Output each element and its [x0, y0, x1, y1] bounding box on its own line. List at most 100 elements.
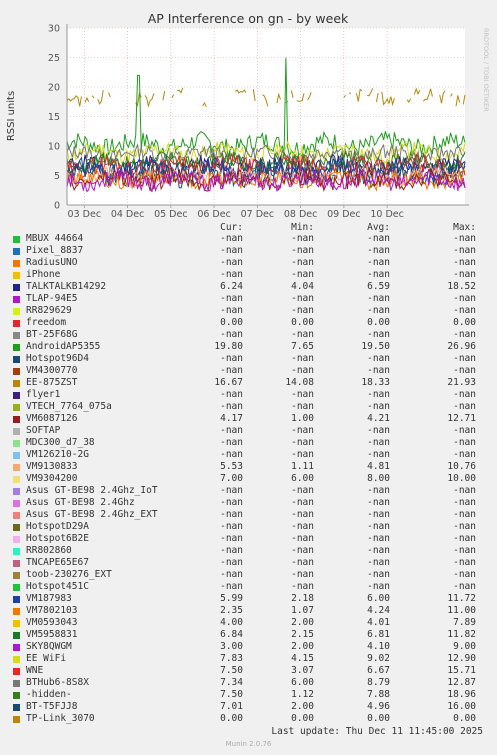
legend-cur: 6.24	[220, 281, 243, 292]
series-line-ee-875zst	[455, 95, 461, 107]
legend-max: -nan	[453, 437, 476, 448]
legend-name: Asus GT-BE98 2.4Ghz_IoT	[26, 485, 158, 496]
legend-min: -nan	[291, 329, 314, 340]
series-line-ee-875zst	[276, 92, 281, 104]
legend-name: AndroidAP5355	[26, 341, 101, 352]
legend-row: RR802860 -nan -nan -nan -nan	[0, 545, 497, 557]
legend-min: -nan	[291, 521, 314, 532]
legend-row: VM9304200 7.00 6.00 8.00 10.00	[0, 473, 497, 485]
legend-cur: 0.00	[220, 713, 243, 724]
legend-header-avg: Avg:	[367, 222, 390, 233]
legend-max: 10.00	[447, 473, 476, 484]
legend-avg: -nan	[367, 569, 390, 580]
x-tick-label: 05 Dec	[154, 209, 188, 220]
y-tick-label: 10	[48, 142, 60, 153]
legend-row: TLAP-94E5 -nan -nan -nan -nan	[0, 293, 497, 305]
legend-swatch	[13, 380, 20, 387]
legend-swatch	[13, 656, 20, 663]
legend-avg: 4.96	[367, 701, 390, 712]
legend-cur: -nan	[220, 521, 243, 532]
legend-max: 11.72	[447, 593, 476, 604]
legend-avg: -nan	[367, 545, 390, 556]
series-line-sky8qwgm	[66, 167, 466, 193]
legend-max: 26.96	[447, 341, 476, 352]
x-tick-label: 08 Dec	[284, 209, 318, 220]
legend-min: 6.00	[291, 473, 314, 484]
legend-name: iPhone	[26, 269, 61, 280]
x-tick-label: 06 Dec	[197, 209, 231, 220]
legend-name: Asus GT-BE98 2.4Ghz_EXT	[26, 509, 158, 520]
legend-min: -nan	[291, 389, 314, 400]
series-line-androidap5355	[66, 57, 466, 158]
legend-name: flyer1	[26, 389, 61, 400]
legend-max: -nan	[453, 425, 476, 436]
legend-swatch	[13, 608, 20, 615]
legend-name: MBUX 44664	[26, 233, 84, 244]
legend-name: TP-Link_3070	[26, 713, 95, 724]
legend-cur: 5.53	[220, 461, 243, 472]
legend-cur: -nan	[220, 569, 243, 580]
legend-name: VTECH_7764_075a	[26, 401, 112, 412]
legend-name: RadiusUNO	[26, 257, 78, 268]
legend-avg: -nan	[367, 497, 390, 508]
legend-cur: 3.00	[220, 641, 243, 652]
legend-name: EE WiFi	[26, 653, 67, 664]
legend-avg: -nan	[367, 521, 390, 532]
legend-name: Pixel_8837	[26, 245, 84, 256]
legend-swatch	[13, 368, 20, 375]
legend-max: 12.87	[447, 677, 476, 688]
legend-min: 0.00	[291, 317, 314, 328]
series-line-ee-875zst	[234, 89, 247, 94]
legend-row: MDC300_d7_38 -nan -nan -nan -nan	[0, 437, 497, 449]
legend-min: -nan	[291, 293, 314, 304]
legend-swatch	[13, 572, 20, 579]
legend-cur: -nan	[220, 545, 243, 556]
legend-cur: 5.99	[220, 593, 243, 604]
legend-max: -nan	[453, 329, 476, 340]
y-axis-label: RSSI units	[6, 91, 17, 141]
legend-avg: -nan	[367, 425, 390, 436]
legend-cur: -nan	[220, 485, 243, 496]
legend-avg: -nan	[367, 233, 390, 244]
legend-min: -nan	[291, 233, 314, 244]
legend-name: BT-T5FJJ8	[26, 701, 78, 712]
series-line-bt-t5fjj8	[66, 161, 466, 189]
legend-swatch	[13, 560, 20, 567]
legend-min: 1.11	[291, 461, 314, 472]
legend-max: -nan	[453, 497, 476, 508]
legend-name: VM9130833	[26, 461, 78, 472]
legend-max: -nan	[453, 569, 476, 580]
legend-name: HotspotD29A	[26, 521, 89, 532]
legend-cur: 7.01	[220, 701, 243, 712]
legend-min: -nan	[291, 545, 314, 556]
x-tick-label: 03 Dec	[68, 209, 102, 220]
y-tick-label: 30	[48, 24, 60, 35]
series-line-ee-875zst	[381, 91, 395, 107]
y-tick-label: 15	[48, 112, 60, 123]
legend-row: MBUX 44664 -nan -nan -nan -nan	[0, 233, 497, 245]
legend-cur: 7.50	[220, 689, 243, 700]
legend-max: -nan	[453, 353, 476, 364]
legend-name: Hotspot96D4	[26, 353, 89, 364]
legend-max: -nan	[453, 245, 476, 256]
legend-swatch	[13, 488, 20, 495]
legend-swatch	[13, 392, 20, 399]
legend-row: Hotspot6B2E -nan -nan -nan -nan	[0, 533, 497, 545]
legend-max: -nan	[453, 557, 476, 568]
legend-min: 2.00	[291, 617, 314, 628]
legend-row: iPhone -nan -nan -nan -nan	[0, 269, 497, 281]
legend-row: Asus GT-BE98 2.4Ghz_IoT -nan -nan -nan -nan	[0, 485, 497, 497]
legend-cur: 7.83	[220, 653, 243, 664]
legend-avg: 8.79	[367, 677, 390, 688]
legend-max: 18.52	[447, 281, 476, 292]
legend-avg: -nan	[367, 389, 390, 400]
legend-min: -nan	[291, 353, 314, 364]
legend-row: Hotspot96D4 -nan -nan -nan -nan	[0, 353, 497, 365]
legend-cur: -nan	[220, 257, 243, 268]
legend-min: -nan	[291, 437, 314, 448]
legend-name: freedom	[26, 317, 67, 328]
legend-row: TP-Link_3070 0.00 0.00 0.00 0.00	[0, 713, 497, 725]
legend-avg: 8.00	[367, 473, 390, 484]
legend-cur: 6.84	[220, 629, 243, 640]
legend-cur: -nan	[220, 353, 243, 364]
